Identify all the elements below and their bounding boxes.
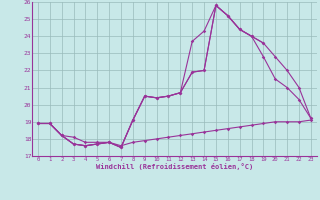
X-axis label: Windchill (Refroidissement éolien,°C): Windchill (Refroidissement éolien,°C) — [96, 163, 253, 170]
